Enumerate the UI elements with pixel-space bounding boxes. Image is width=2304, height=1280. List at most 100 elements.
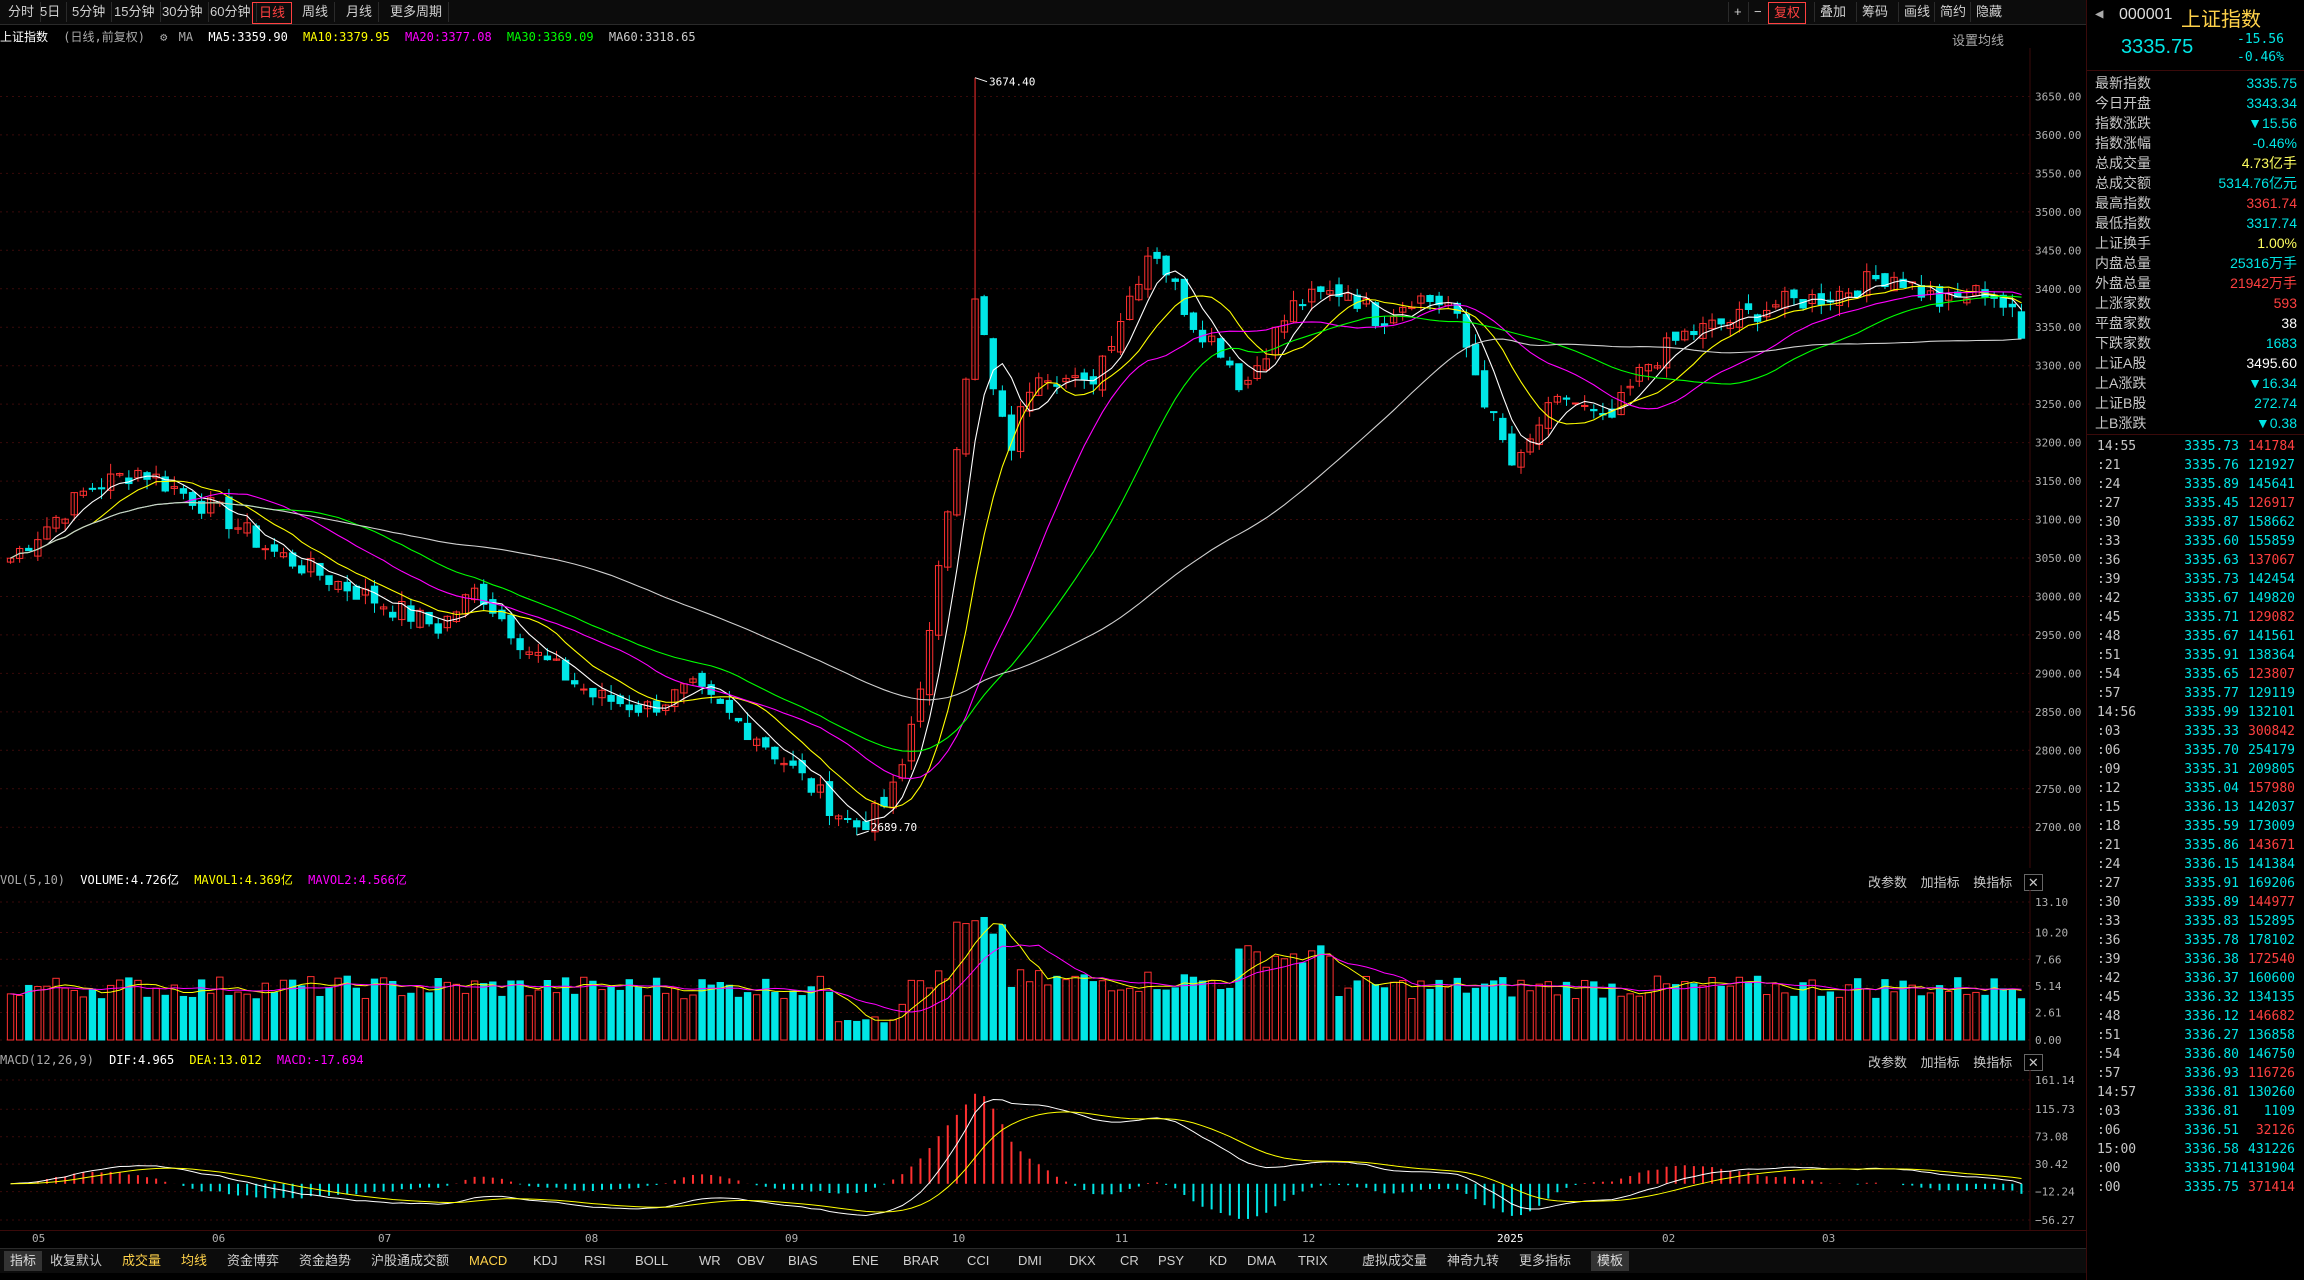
toolbar-button[interactable]: 叠加	[1814, 2, 1851, 22]
indicator-tab[interactable]: DMA	[1247, 1253, 1276, 1268]
toolbar-button[interactable]: 隐藏	[1970, 2, 2007, 22]
candle-body	[953, 449, 961, 516]
indicator-tab[interactable]: 指标	[4, 1251, 43, 1271]
period-tab[interactable]: 60分钟	[204, 2, 258, 22]
volume-bar	[1608, 983, 1616, 1041]
edit-params-button[interactable]: 改参数	[1868, 875, 1908, 890]
indicator-tab[interactable]: DMI	[1018, 1253, 1042, 1268]
volume-bar	[1062, 979, 1070, 1041]
indicator-tab[interactable]: MACD	[469, 1253, 508, 1268]
indicator-tab[interactable]: BIAS	[788, 1253, 818, 1268]
tick-price: 3335.59	[2184, 819, 2239, 834]
toolbar-button[interactable]: 筹码	[1856, 2, 1893, 22]
indicator-tab[interactable]: RSI	[584, 1253, 606, 1268]
volume-bar	[1362, 975, 1370, 1041]
indicator-tab[interactable]: DKX	[1069, 1253, 1096, 1268]
indicator-tab[interactable]: BOLL	[635, 1253, 669, 1268]
quote-value: 3361.74	[2246, 195, 2297, 211]
period-tab[interactable]: 30分钟	[156, 2, 210, 22]
period-tab[interactable]: 更多周期	[384, 2, 450, 22]
tick-time: :03	[2097, 1104, 2121, 1119]
period-tab[interactable]: 分时	[2, 2, 42, 22]
ma-settings-link[interactable]: 设置均线	[1952, 33, 2005, 48]
volume-bar	[1353, 980, 1361, 1041]
tick-price: 3335.89	[2184, 477, 2239, 492]
period-tab[interactable]: 5分钟	[66, 2, 113, 22]
volume-chart[interactable]: 13.10 10.20 7.66 5.14 2.61 0.00	[0, 890, 2086, 1050]
close-icon[interactable]: ✕	[2023, 874, 2043, 891]
indicator-tab[interactable]: 资金趋势	[299, 1253, 352, 1268]
volume-bar	[1326, 955, 1334, 1041]
candle-body	[980, 296, 988, 336]
period-tab[interactable]: 周线	[296, 2, 336, 22]
volume-bar	[1207, 980, 1216, 1041]
volume-bar	[1053, 975, 1061, 1041]
last-price: 3335.75	[2121, 36, 2194, 58]
indicator-tab[interactable]: KDJ	[533, 1253, 558, 1268]
indicator-tab[interactable]: 模板	[1591, 1251, 1630, 1271]
candle-body	[498, 609, 506, 620]
tick-volume: 300842	[2248, 724, 2295, 739]
period-tab[interactable]: 5日	[34, 2, 68, 22]
toolbar-button[interactable]: +	[1728, 2, 1747, 22]
candle-body	[334, 581, 342, 590]
tick-row: 15:00 3336.58 431226	[2087, 1140, 2304, 1159]
indicator-tab[interactable]: ENE	[852, 1253, 879, 1268]
indicator-tab[interactable]: CR	[1120, 1253, 1139, 1268]
toolbar-button[interactable]: 简约	[1934, 2, 1971, 22]
indicator-tab[interactable]: 沪股通成交额	[371, 1253, 450, 1268]
indicator-tab[interactable]: WR	[699, 1253, 721, 1268]
indicator-tab[interactable]: TRIX	[1298, 1253, 1328, 1268]
candle-body	[407, 605, 415, 622]
indicator-tab[interactable]: 资金博弈	[227, 1253, 280, 1268]
macd-chart[interactable]: 161.14 115.73 73.08 30.42 −12.24 −56.27	[0, 1070, 2086, 1230]
kline-chart[interactable]: 3650.00 3600.00 3550.00 3500.00 3450.00 3400.…	[0, 48, 2086, 868]
candle-body	[1389, 316, 1398, 324]
indicator-tab[interactable]: PSY	[1158, 1253, 1185, 1268]
candle-body	[716, 698, 724, 704]
price-tick-label: 2800.00	[2035, 744, 2081, 757]
toolbar-button[interactable]: 复权	[1768, 2, 1807, 24]
indicator-tab[interactable]: OBV	[737, 1253, 765, 1268]
indicator-tab[interactable]: 更多指标	[1519, 1253, 1572, 1268]
period-tab[interactable]: 月线	[340, 2, 380, 22]
swap-indicator-button[interactable]: 换指标	[1973, 875, 2013, 890]
back-icon[interactable]: ◀	[2095, 6, 2104, 22]
period-tab[interactable]: 日线	[252, 2, 293, 24]
volume-bar	[325, 987, 333, 1041]
indicator-tab[interactable]: BRAR	[903, 1253, 940, 1268]
tick-list[interactable]: 14:55 3335.73 141784:21 3335.76 121927:24 333…	[2087, 434, 2304, 1205]
volume-bar	[1244, 945, 1252, 1041]
swap-indicator-button[interactable]: 换指标	[1973, 1055, 2013, 1070]
period-tab[interactable]: 15分钟	[108, 2, 162, 22]
toolbar-button[interactable]: 画线	[1898, 2, 1935, 22]
add-indicator-button[interactable]: 加指标	[1920, 1055, 1960, 1070]
tick-time: :21	[2097, 838, 2121, 853]
volume-bar	[207, 992, 215, 1041]
tick-price: 3335.71	[2184, 1161, 2239, 1176]
candle-body	[743, 722, 752, 741]
add-indicator-button[interactable]: 加指标	[1920, 875, 1960, 890]
tick-row: :30 3335.89 144977	[2087, 893, 2304, 912]
volume-bar	[443, 981, 451, 1041]
toolbar-button[interactable]: −	[1748, 2, 1767, 22]
indicator-tab[interactable]: KD	[1209, 1253, 1228, 1268]
quote-label: 平盘家数	[2095, 315, 2151, 331]
volume-bar	[816, 975, 825, 1041]
edit-params-button[interactable]: 改参数	[1868, 1055, 1908, 1070]
indicator-tab[interactable]: 成交量	[122, 1253, 162, 1268]
tick-price: 3335.67	[2184, 629, 2239, 644]
quote-row: 上A涨跌 ▼16.34	[2095, 373, 2297, 393]
volume-bar	[1799, 982, 1807, 1041]
candle-body	[1080, 372, 1088, 380]
indicator-tab[interactable]: 均线	[181, 1253, 208, 1268]
volume-bar	[1717, 985, 1725, 1041]
volume-bar	[34, 985, 42, 1041]
settings-gear-icon[interactable]: ⚙	[160, 30, 168, 44]
indicator-tab[interactable]: 虚拟成交量	[1362, 1253, 1428, 1268]
close-icon[interactable]: ✕	[2023, 1054, 2043, 1071]
indicator-tab[interactable]: 神奇九转	[1447, 1253, 1500, 1268]
indicator-tab[interactable]: CCI	[967, 1253, 990, 1268]
indicator-tab[interactable]: 收复默认	[50, 1253, 103, 1268]
tick-price: 3336.93	[2184, 1066, 2239, 1081]
